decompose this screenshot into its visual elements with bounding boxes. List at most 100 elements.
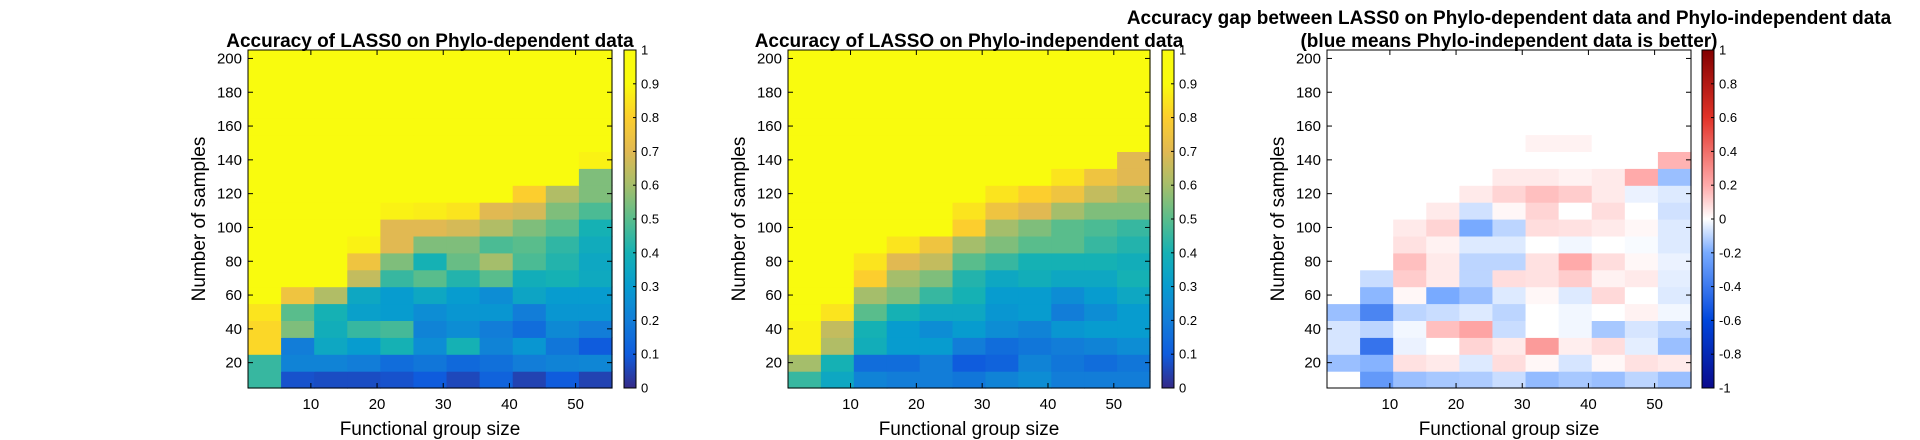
heatmap-cell bbox=[952, 269, 987, 288]
x-tick-label: 40 bbox=[1040, 396, 1057, 413]
heatmap-cell bbox=[1051, 50, 1085, 68]
heatmap-cell bbox=[1657, 235, 1692, 254]
heatmap-cell bbox=[1393, 168, 1427, 186]
heatmap-cell bbox=[1360, 252, 1394, 271]
heatmap-cell bbox=[380, 371, 415, 389]
heatmap-cell bbox=[1525, 337, 1560, 355]
heatmap-cell bbox=[853, 151, 888, 169]
heatmap-cell bbox=[380, 219, 415, 237]
heatmap-cell bbox=[952, 252, 987, 271]
heatmap-cell bbox=[853, 354, 888, 372]
heatmap-cell bbox=[820, 83, 855, 102]
heatmap-cell bbox=[1117, 202, 1151, 220]
heatmap-cell bbox=[1051, 235, 1085, 254]
heatmap-cell bbox=[545, 83, 580, 102]
heatmap-cell bbox=[985, 371, 1019, 389]
heatmap-cell bbox=[1459, 134, 1494, 152]
heatmap-cell bbox=[512, 235, 547, 254]
colorbar-tick-label: 0.5 bbox=[641, 212, 659, 227]
heatmap-cell bbox=[1051, 100, 1085, 119]
colorbar-tick-label: 0.1 bbox=[1179, 347, 1197, 362]
heatmap-cell bbox=[1591, 134, 1626, 152]
heatmap-cell bbox=[1393, 83, 1427, 102]
heatmap-cell bbox=[886, 219, 921, 237]
heatmap-cell bbox=[545, 117, 580, 136]
heatmap-cell bbox=[1492, 134, 1527, 152]
heatmap-cell bbox=[853, 371, 888, 389]
heatmap-cell bbox=[1117, 83, 1151, 102]
heatmap-cell bbox=[1492, 66, 1527, 85]
y-tick-label: 40 bbox=[225, 321, 242, 338]
colorbar-tick-label: 0.8 bbox=[1179, 110, 1197, 125]
heatmap-cell bbox=[1327, 202, 1361, 220]
heatmap-cell bbox=[820, 151, 855, 169]
colorbar-tick-label: 0.7 bbox=[1179, 144, 1197, 159]
heatmap-cell bbox=[248, 286, 282, 305]
y-tick-label: 140 bbox=[217, 152, 242, 169]
heatmap-cell bbox=[578, 168, 613, 186]
heatmap-cell bbox=[446, 117, 481, 136]
x-tick-label: 10 bbox=[842, 396, 859, 413]
x-tick-label: 10 bbox=[1382, 396, 1399, 413]
heatmap-cell bbox=[380, 66, 415, 85]
heatmap-cell bbox=[1360, 286, 1394, 305]
heatmap-cell bbox=[1525, 168, 1560, 186]
heatmap-cell bbox=[1018, 337, 1052, 355]
heatmap-cell bbox=[512, 117, 547, 136]
heatmap-cell bbox=[347, 235, 381, 254]
heatmap-cell bbox=[919, 185, 954, 203]
heatmap-cell bbox=[479, 66, 514, 85]
heatmap-cell bbox=[886, 151, 921, 169]
heatmap-cell bbox=[919, 202, 954, 220]
heatmap-cell bbox=[952, 202, 987, 220]
colorbar-tick-label: 1 bbox=[641, 43, 648, 58]
heatmap-cell bbox=[1117, 151, 1151, 169]
heatmap-cell bbox=[1591, 303, 1626, 321]
colorbar-tick-label: 0.2 bbox=[1719, 178, 1737, 193]
y-tick-label: 120 bbox=[757, 186, 782, 203]
heatmap-cell bbox=[578, 320, 613, 338]
heatmap-cell bbox=[1084, 286, 1118, 305]
colorbar-tick-label: 0 bbox=[1719, 212, 1726, 227]
heatmap-cell bbox=[886, 303, 921, 321]
heatmap-cell bbox=[1624, 371, 1659, 389]
heatmap-cell bbox=[1393, 100, 1427, 119]
heatmap-cell bbox=[853, 168, 888, 186]
heatmap-cell bbox=[347, 252, 381, 271]
heatmap-cell bbox=[281, 252, 315, 271]
x-tick-label: 40 bbox=[501, 396, 518, 413]
heatmap-cell bbox=[919, 269, 954, 288]
heatmap-cell bbox=[1393, 66, 1427, 85]
heatmap-cell bbox=[248, 320, 282, 338]
heatmap-cell bbox=[1018, 151, 1052, 169]
heatmap-cell bbox=[1492, 320, 1527, 338]
x-tick-label: 30 bbox=[435, 396, 452, 413]
heatmap-cell bbox=[886, 252, 921, 271]
heatmap-cell bbox=[1624, 235, 1659, 254]
heatmap-cell bbox=[1393, 134, 1427, 152]
heatmap-cell bbox=[1525, 50, 1560, 68]
y-tick-label: 100 bbox=[217, 219, 242, 236]
heatmap-cell bbox=[1018, 303, 1052, 321]
heatmap-cell bbox=[952, 66, 987, 85]
heatmap-cell bbox=[578, 337, 613, 355]
y-axis-label: Number of samples bbox=[189, 137, 210, 302]
x-tick-label: 20 bbox=[908, 396, 925, 413]
heatmap-cell bbox=[1459, 202, 1494, 220]
heatmap-cell bbox=[1558, 269, 1593, 288]
heatmap-cell bbox=[1360, 66, 1394, 85]
heatmap-cell bbox=[1084, 66, 1118, 85]
heatmap-cell bbox=[1624, 354, 1659, 372]
heatmap-cell bbox=[952, 50, 987, 68]
heatmap-cell bbox=[1393, 320, 1427, 338]
heatmap-cell bbox=[886, 286, 921, 305]
heatmap-cell bbox=[479, 303, 514, 321]
heatmap-cell bbox=[788, 185, 822, 203]
x-tick-label: 50 bbox=[1646, 396, 1663, 413]
heatmap-cell bbox=[281, 235, 315, 254]
heatmap-cell bbox=[545, 185, 580, 203]
heatmap-cell bbox=[446, 354, 481, 372]
heatmap-cell bbox=[788, 303, 822, 321]
heatmap-cell bbox=[1360, 100, 1394, 119]
heatmap-cell bbox=[1018, 50, 1052, 68]
